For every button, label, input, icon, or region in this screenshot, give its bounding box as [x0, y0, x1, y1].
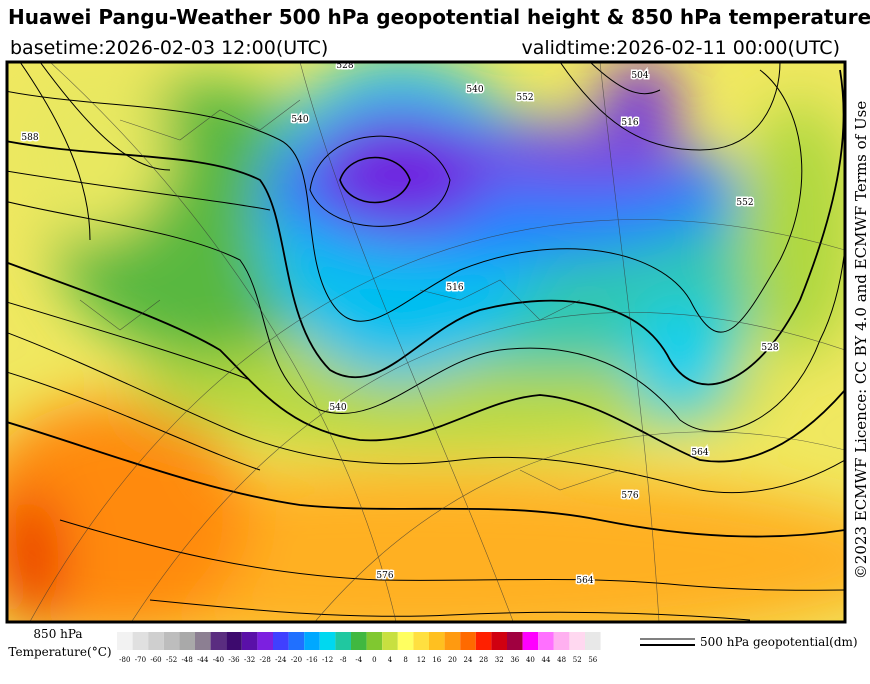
colorbar-tick: -16: [306, 656, 318, 664]
contour-label: 540: [329, 403, 346, 413]
colorbar-tick: 16: [432, 656, 441, 664]
map-frame: [5, 60, 847, 624]
colorbar-tick: 24: [464, 656, 473, 664]
colorbar-swatch: [538, 632, 554, 650]
colorbar-tick: 48: [557, 656, 566, 664]
colorbar-tick: -60: [150, 656, 161, 664]
colorbar-tick: -24: [275, 656, 287, 664]
colorbar-tick: 12: [417, 656, 426, 664]
colorbar-swatch: [335, 632, 351, 650]
contour-label: 564: [691, 448, 708, 458]
colorbar-tick: -32: [244, 656, 255, 664]
colorbar-swatch: [195, 632, 211, 650]
colorbar-swatch: [273, 632, 289, 650]
colorbar-tick: 44: [542, 656, 551, 664]
colorbar-tick: 32: [495, 656, 504, 664]
colorbar-tick: 0: [372, 656, 376, 664]
colorbar-swatch: [351, 632, 367, 650]
colorbar-tick: -52: [166, 656, 177, 664]
colorbar-swatch: [241, 632, 258, 650]
license: ©2023 ECMWF Licence: CC BY 4.0 and ECMWF…: [852, 101, 870, 580]
colorbar-swatch: [179, 632, 195, 650]
validtime: validtime:2026-02-11 00:00(UTC): [521, 37, 840, 59]
colorbar-tick: 20: [448, 656, 457, 664]
contour-label: 504: [631, 71, 648, 81]
colorbar-swatch: [507, 632, 523, 650]
title: Huawei Pangu-Weather 500 hPa geopotentia…: [8, 5, 870, 29]
contour-label: 540: [466, 85, 483, 95]
contour-label: 516: [621, 118, 638, 128]
contour-label: 576: [621, 491, 638, 501]
colorbar-swatch: [413, 632, 429, 650]
contour-label: 528: [336, 61, 353, 71]
colorbar-tick: -12: [322, 656, 333, 664]
colorbar-swatch: [257, 632, 273, 650]
colorbar: -80 -70 -60 -52 -48 -44 -40 -36 -32 -28 -24 -20 -16-…: [117, 632, 601, 664]
colorbar-swatch: [163, 632, 180, 650]
colorbar-swatch: [553, 632, 570, 650]
colorbar-swatch: [304, 632, 320, 650]
colorbar-tick: -28: [260, 656, 271, 664]
basetime: basetime:2026-02-03 12:00(UTC): [10, 37, 328, 59]
colorbar-tick: -70: [135, 656, 146, 664]
colorbar-tick: -36: [228, 656, 240, 664]
colorbar-swatch: [569, 632, 585, 650]
colorbar-tick: 56: [588, 656, 597, 664]
colorbar-swatch: [397, 632, 414, 650]
map: 504 516 528 540 552 528 516 540 552 564 576 564 588 5…: [7, 61, 845, 622]
colorbar-tick: -40: [213, 656, 224, 664]
contour-label: 552: [516, 93, 533, 103]
colorbar-tick: -20: [291, 656, 302, 664]
contour-label: 528: [761, 343, 778, 353]
contour-label: 516: [446, 283, 463, 293]
colorbar-swatch: [226, 632, 242, 650]
colorbar-tick: 40: [526, 656, 535, 664]
colorbar-swatch: [444, 632, 461, 650]
colorbar-tick: 52: [573, 656, 582, 664]
colorbar-swatch: [319, 632, 336, 650]
colorbar-title: Temperature(°C): [8, 645, 111, 659]
contour-label: 564: [576, 576, 593, 586]
colorbar-tick: 36: [510, 656, 519, 664]
colorbar-swatch: [475, 632, 492, 650]
legend-label: 500 hPa geopotential(dm): [700, 635, 858, 649]
colorbar-swatch: [366, 632, 383, 650]
colorbar-swatch: [148, 632, 164, 650]
colorbar-swatch: [210, 632, 227, 650]
colorbar-tick: 8: [403, 656, 407, 664]
colorbar-tick: 28: [479, 656, 488, 664]
colorbar-swatch: [382, 632, 398, 650]
colorbar-swatch: [460, 632, 476, 650]
colorbar-tick: -4: [355, 656, 362, 664]
contour-label: 552: [736, 198, 753, 208]
colorbar-swatch: [132, 632, 149, 650]
contour-label: 576: [376, 571, 393, 581]
colorbar-swatch: [522, 632, 539, 650]
colorbar-tick: -80: [119, 656, 130, 664]
contour-label: 540: [291, 115, 308, 125]
colorbar-swatch: [491, 632, 507, 650]
colorbar-tick: -8: [340, 656, 347, 664]
colorbar-tick: -48: [182, 656, 193, 664]
colorbar-tick: 4: [388, 656, 393, 664]
colorbar-swatch: [117, 632, 133, 650]
colorbar-swatch: [288, 632, 305, 650]
colorbar-swatch: [585, 632, 601, 650]
colorbar-title: 850 hPa: [33, 627, 82, 641]
contour-label: 588: [21, 133, 38, 143]
colorbar-swatch: [429, 632, 445, 650]
colorbar-tick: -44: [197, 656, 209, 664]
